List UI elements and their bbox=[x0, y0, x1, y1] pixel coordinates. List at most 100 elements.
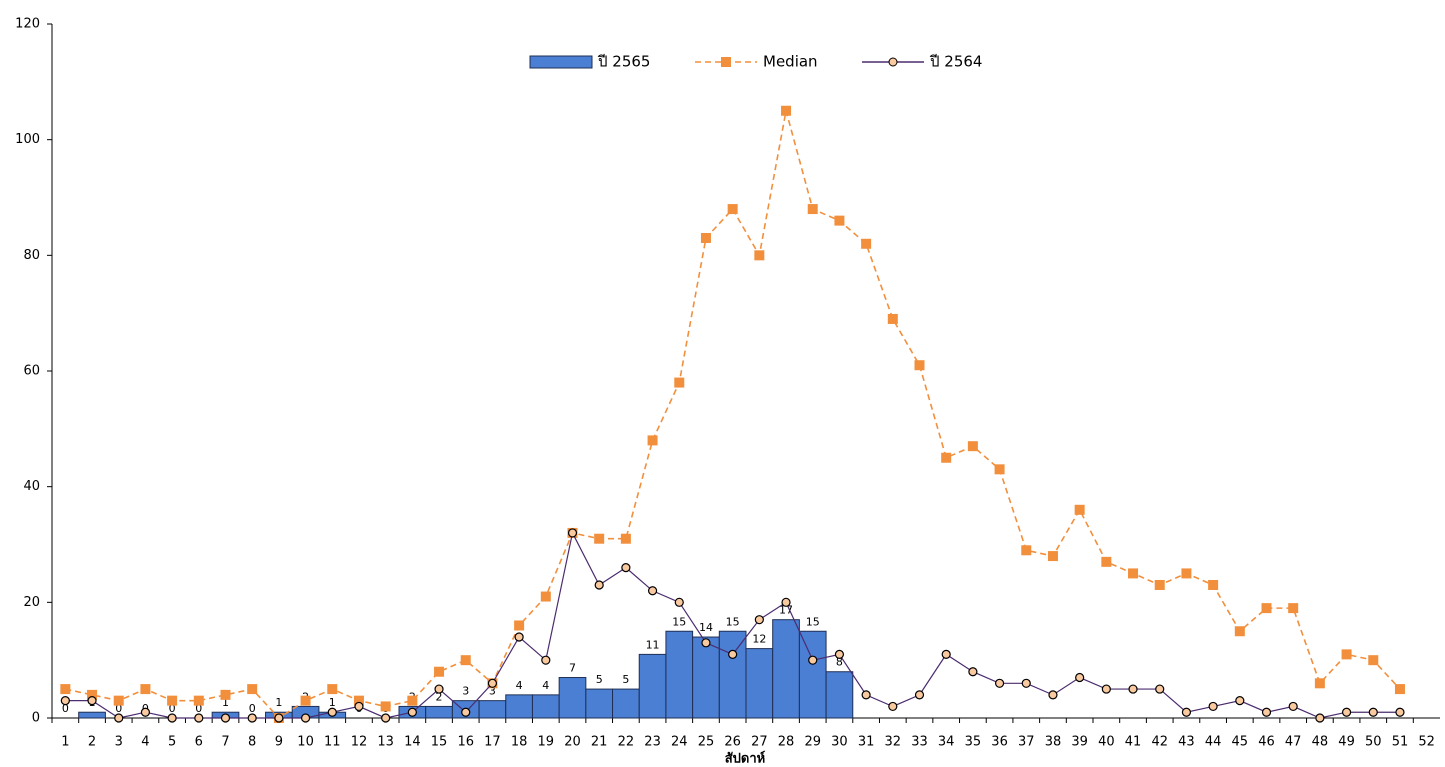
bar bbox=[665, 630, 694, 719]
marker bbox=[434, 666, 445, 677]
data-label: 0 bbox=[169, 702, 176, 715]
data-label: 4 bbox=[542, 679, 549, 692]
x-tick-label: 31 bbox=[858, 735, 875, 750]
x-tick-label: 25 bbox=[698, 735, 715, 750]
marker bbox=[140, 707, 151, 717]
x-tick-label: 38 bbox=[1045, 735, 1062, 750]
x-tick-label: 47 bbox=[1285, 735, 1302, 750]
y-tick-label: 100 bbox=[15, 132, 40, 147]
line bbox=[65, 110, 1401, 720]
marker bbox=[1047, 551, 1058, 562]
marker bbox=[1395, 707, 1405, 717]
marker bbox=[674, 377, 685, 388]
y-tick-label: 60 bbox=[23, 364, 40, 379]
y-tick-label: 80 bbox=[23, 248, 40, 263]
bar bbox=[425, 705, 453, 719]
y-tick-label: 20 bbox=[23, 595, 40, 610]
marker bbox=[461, 707, 471, 717]
x-tick-label: 51 bbox=[1392, 735, 1409, 750]
x-tick-label: 43 bbox=[1178, 735, 1195, 750]
y-tick-label: 120 bbox=[15, 17, 40, 32]
x-tick-label: 1 bbox=[61, 735, 69, 750]
marker bbox=[1101, 684, 1111, 694]
x-tick-label: 26 bbox=[724, 735, 741, 750]
x-tick-label: 27 bbox=[751, 735, 768, 750]
x-axis-label: สัปดาห์ bbox=[725, 751, 766, 767]
marker bbox=[1368, 707, 1378, 717]
data-label: 1 bbox=[329, 696, 336, 709]
bar bbox=[692, 636, 720, 719]
marker bbox=[327, 684, 338, 695]
marker bbox=[914, 360, 925, 371]
marker bbox=[1021, 678, 1031, 688]
marker bbox=[861, 238, 872, 249]
x-tick-label: 23 bbox=[644, 735, 661, 750]
x-tick-label: 5 bbox=[168, 735, 176, 750]
marker bbox=[967, 441, 978, 452]
marker bbox=[353, 695, 364, 706]
marker bbox=[621, 563, 631, 573]
x-tick-label: 17 bbox=[484, 735, 501, 750]
x-tick-label: 24 bbox=[671, 735, 688, 750]
marker bbox=[87, 689, 98, 700]
x-tick-label: 20 bbox=[564, 735, 581, 750]
marker bbox=[1261, 603, 1272, 614]
marker bbox=[914, 690, 925, 700]
marker bbox=[834, 215, 845, 226]
marker bbox=[1074, 504, 1085, 515]
marker bbox=[1154, 579, 1165, 590]
marker bbox=[434, 684, 444, 694]
data-label: 0 bbox=[195, 702, 202, 715]
x-tick-label: 28 bbox=[778, 735, 795, 750]
marker bbox=[1181, 568, 1192, 579]
marker bbox=[541, 655, 551, 665]
data-label: 3 bbox=[489, 685, 496, 698]
marker bbox=[487, 678, 498, 688]
marker bbox=[968, 667, 978, 677]
marker bbox=[1235, 696, 1245, 706]
marker bbox=[514, 620, 525, 631]
data-label: 0 bbox=[115, 702, 122, 715]
marker bbox=[727, 204, 738, 215]
marker bbox=[594, 580, 604, 590]
marker bbox=[567, 528, 578, 538]
y-tick-label: 0 bbox=[32, 711, 40, 726]
data-label: 0 bbox=[62, 702, 69, 715]
marker bbox=[781, 105, 792, 116]
x-tick-label: 46 bbox=[1258, 735, 1275, 750]
marker bbox=[167, 713, 177, 723]
data-label: 11 bbox=[646, 638, 660, 651]
legend-marker bbox=[721, 57, 731, 67]
x-tick-label: 44 bbox=[1205, 735, 1222, 750]
x-tick-label: 12 bbox=[351, 735, 368, 750]
marker bbox=[274, 713, 284, 723]
marker bbox=[1048, 690, 1058, 700]
data-label: 3 bbox=[462, 685, 469, 698]
marker bbox=[674, 597, 684, 607]
x-tick-label: 48 bbox=[1312, 735, 1329, 750]
marker bbox=[514, 632, 524, 642]
x-tick-label: 40 bbox=[1098, 735, 1115, 750]
marker bbox=[701, 638, 711, 648]
x-tick-label: 35 bbox=[965, 735, 982, 750]
x-tick-label: 2 bbox=[88, 735, 96, 750]
bar bbox=[718, 630, 747, 719]
marker bbox=[1341, 649, 1352, 660]
marker bbox=[887, 313, 898, 324]
data-label: 12 bbox=[752, 633, 766, 646]
marker bbox=[1341, 707, 1352, 717]
x-tick-label: 41 bbox=[1125, 735, 1142, 750]
bar bbox=[612, 688, 640, 719]
marker bbox=[194, 713, 204, 723]
marker bbox=[1181, 707, 1192, 717]
legend-swatch bbox=[529, 55, 593, 69]
marker bbox=[1234, 626, 1245, 637]
marker bbox=[1288, 701, 1298, 712]
marker bbox=[300, 713, 311, 723]
marker bbox=[1075, 672, 1085, 683]
data-label: 0 bbox=[249, 702, 256, 715]
marker bbox=[728, 649, 738, 659]
data-label: 15 bbox=[726, 615, 740, 628]
bar bbox=[558, 677, 587, 719]
